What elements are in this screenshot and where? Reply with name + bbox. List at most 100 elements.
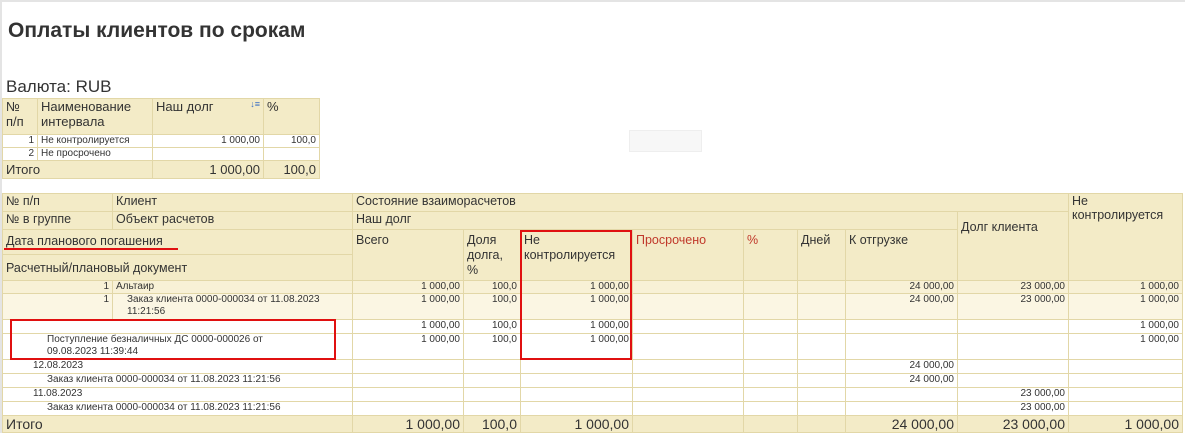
table-cell — [632, 319, 744, 334]
summary-row: 2 Не просрочено — [2, 147, 320, 161]
table-cell — [797, 387, 846, 402]
header-pct: % — [263, 98, 320, 135]
table-cell: 1 000,00 — [152, 160, 264, 179]
table-cell — [743, 319, 798, 334]
table-cell: 1 000,00 — [352, 333, 464, 360]
table-cell: Не контролируется — [1068, 193, 1183, 281]
table-cell — [845, 387, 958, 402]
table-cell: Заказ клиента 0000-000034 от 11.08.2023 … — [112, 293, 353, 320]
table-cell — [743, 401, 798, 416]
table-cell: 23 000,00 — [957, 293, 1069, 320]
table-cell — [797, 415, 846, 433]
table-cell: К отгрузке — [845, 229, 958, 281]
table-cell — [352, 359, 464, 374]
table-cell: 23 000,00 — [957, 415, 1069, 433]
header-interval: Наименование интервала — [37, 98, 153, 135]
table-cell: Состояние взаиморасчетов — [352, 193, 1069, 212]
table-cell — [1068, 387, 1183, 402]
table-cell: Всего — [352, 229, 464, 281]
table-cell: № в группе — [2, 211, 113, 230]
header-our-debt[interactable]: ↓≡ Наш долг — [152, 98, 264, 135]
table-cell — [743, 359, 798, 374]
table-cell: 23 000,00 — [957, 280, 1069, 294]
table-cell: Заказ клиента 0000-000034 от 11.08.2023 … — [2, 373, 353, 388]
table-cell — [957, 333, 1069, 360]
table-cell — [352, 401, 464, 416]
table-cell — [463, 373, 521, 388]
table-row[interactable]: 1 Альтаир 1 000,00 100,0 1 000,00 24 000,00 2… — [2, 280, 1183, 294]
sort-descending-icon[interactable]: ↓≡ — [250, 99, 260, 110]
table-row[interactable]: 12.08.2023 24 000,00 — [2, 359, 1183, 374]
table-cell — [797, 280, 846, 294]
table-row[interactable]: Поступление безналичных ДС 0000-000026 о… — [2, 333, 1183, 360]
table-cell: 24 000,00 — [845, 415, 958, 433]
table-cell — [743, 387, 798, 402]
table-cell: 12.08.2023 — [2, 359, 353, 374]
summary-table: № п/п Наименование интервала ↓≡ Наш долг … — [2, 98, 320, 179]
table-cell — [1068, 359, 1183, 374]
table-cell — [520, 387, 633, 402]
table-cell: 100,0 — [463, 415, 521, 433]
table-cell: 1 000,00 — [520, 333, 633, 360]
table-cell: Долг клиента — [957, 211, 1069, 281]
table-cell: 1 000,00 — [152, 134, 264, 148]
table-cell — [632, 293, 744, 320]
red-underline-annotation — [4, 248, 178, 250]
empty-field — [629, 130, 702, 152]
table-cell: Итого — [2, 160, 153, 179]
report-table: № п/п Клиент Состояние взаиморасчетов Не… — [2, 193, 1183, 433]
table-cell: Итого — [2, 415, 353, 433]
table-cell: Заказ клиента 0000-000034 от 11.08.2023 … — [2, 401, 353, 416]
table-cell: 1 000,00 — [520, 319, 633, 334]
table-cell — [957, 319, 1069, 334]
page-title: Оплаты клиентов по срокам — [8, 19, 306, 42]
table-cell: 100,0 — [463, 280, 521, 294]
table-cell — [2, 319, 353, 334]
table-cell: Расчетный/плановый документ — [2, 254, 353, 281]
table-cell: 24 000,00 — [845, 280, 958, 294]
table-cell — [797, 401, 846, 416]
table-cell — [463, 401, 521, 416]
table-cell: 1 000,00 — [1068, 280, 1183, 294]
table-row[interactable]: Заказ клиента 0000-000034 от 11.08.2023 … — [2, 401, 1183, 416]
table-cell: 1 000,00 — [352, 280, 464, 294]
top-border — [0, 0, 1185, 2]
table-cell — [797, 373, 846, 388]
header-plan-date: Дата планового погашения — [2, 229, 353, 255]
table-cell: 1 000,00 — [1068, 293, 1183, 320]
summary-total-row: Итого 1 000,00 100,0 — [2, 160, 320, 179]
table-cell: 24 000,00 — [845, 293, 958, 320]
table-cell — [957, 373, 1069, 388]
table-cell — [632, 333, 744, 360]
table-cell — [463, 359, 521, 374]
table-cell: Клиент — [112, 193, 353, 212]
table-cell — [797, 359, 846, 374]
table-cell — [520, 401, 633, 416]
table-cell — [520, 359, 633, 374]
table-cell: Дней — [797, 229, 846, 281]
table-row[interactable]: 11.08.2023 23 000,00 — [2, 387, 1183, 402]
table-cell: 100,0 — [463, 333, 521, 360]
table-cell: 1 000,00 — [520, 415, 633, 433]
table-cell: 1 — [2, 293, 113, 320]
table-cell: 1 000,00 — [1068, 333, 1183, 360]
table-cell — [1068, 401, 1183, 416]
table-cell — [632, 401, 744, 416]
table-cell — [632, 359, 744, 374]
table-cell: 100,0 — [263, 160, 320, 179]
table-cell — [263, 147, 320, 161]
table-cell — [520, 373, 633, 388]
table-cell — [352, 387, 464, 402]
table-row[interactable]: Заказ клиента 0000-000034 от 11.08.2023 … — [2, 373, 1183, 388]
table-cell — [743, 373, 798, 388]
table-row[interactable]: 1 000,00 100,0 1 000,00 1 000,00 — [2, 319, 1183, 334]
table-cell: Доля долга, % — [463, 229, 521, 281]
table-cell — [743, 333, 798, 360]
table-cell — [797, 333, 846, 360]
table-cell: Наш долг — [352, 211, 958, 230]
table-cell: 11.08.2023 — [2, 387, 353, 402]
table-cell: № п/п — [2, 193, 113, 212]
table-row[interactable]: 1 Заказ клиента 0000-000034 от 11.08.2023… — [2, 293, 1183, 320]
table-cell: 24 000,00 — [845, 373, 958, 388]
table-cell — [632, 387, 744, 402]
